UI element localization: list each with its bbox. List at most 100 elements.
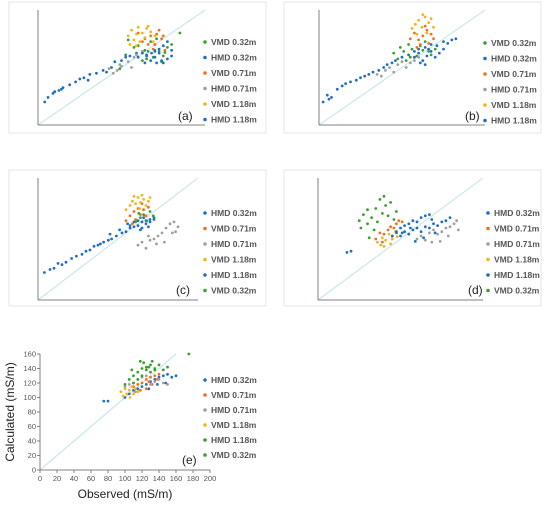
data-point bbox=[375, 73, 379, 76]
data-point bbox=[455, 219, 458, 223]
data-point bbox=[423, 225, 427, 229]
data-point bbox=[386, 214, 390, 218]
legend-marker bbox=[483, 41, 487, 45]
data-point bbox=[136, 370, 140, 374]
data-point bbox=[145, 27, 149, 30]
data-point bbox=[126, 60, 130, 64]
data-point bbox=[160, 231, 164, 235]
data-point bbox=[157, 363, 161, 367]
data-point bbox=[118, 67, 122, 71]
data-point bbox=[142, 208, 146, 212]
data-point bbox=[147, 199, 150, 203]
data-point bbox=[386, 228, 390, 232]
panel-tag: (e) bbox=[182, 453, 197, 467]
legend-label: VMD 0.32m bbox=[211, 37, 257, 47]
data-point bbox=[147, 205, 150, 209]
data-point bbox=[99, 242, 102, 246]
data-point bbox=[68, 83, 72, 87]
data-point bbox=[126, 38, 130, 42]
data-point bbox=[389, 242, 392, 246]
data-point bbox=[134, 220, 138, 224]
data-point bbox=[153, 374, 157, 378]
data-point bbox=[387, 232, 391, 236]
legend-label: HMD 1.18m bbox=[211, 115, 257, 125]
data-point bbox=[127, 388, 131, 392]
data-point bbox=[433, 47, 437, 51]
data-point bbox=[128, 214, 132, 218]
data-point bbox=[363, 74, 367, 78]
legend-marker bbox=[486, 226, 490, 231]
legend-marker bbox=[203, 40, 207, 44]
legend-label: VMD 0.32m bbox=[491, 38, 537, 48]
data-point bbox=[382, 232, 386, 236]
data-point bbox=[176, 225, 180, 229]
data-point bbox=[134, 202, 138, 205]
data-point bbox=[415, 46, 419, 49]
data-point bbox=[115, 234, 118, 238]
legend-label: HMD 0.71m bbox=[211, 84, 257, 94]
data-point bbox=[135, 44, 138, 48]
legend-marker bbox=[483, 87, 487, 92]
data-point bbox=[138, 388, 142, 392]
data-point bbox=[150, 359, 154, 363]
data-point bbox=[144, 365, 148, 369]
data-point bbox=[142, 213, 146, 216]
data-point bbox=[423, 46, 427, 49]
data-point bbox=[172, 220, 176, 224]
data-point bbox=[105, 70, 108, 74]
legend-marker bbox=[203, 273, 207, 277]
legend-marker bbox=[486, 288, 490, 293]
data-point bbox=[429, 53, 433, 57]
data-point bbox=[138, 359, 142, 363]
data-point bbox=[163, 240, 166, 244]
data-point bbox=[118, 63, 122, 66]
legend-label: HMD 0.32m bbox=[491, 54, 537, 64]
data-point bbox=[429, 50, 433, 53]
data-point bbox=[327, 97, 331, 101]
data-point bbox=[407, 43, 410, 46]
data-point bbox=[166, 383, 169, 386]
data-point bbox=[170, 48, 174, 52]
data-point bbox=[128, 204, 132, 207]
series-vmd-0-32m bbox=[134, 210, 155, 224]
legend-marker bbox=[203, 211, 207, 215]
y-tick-label: 120 bbox=[23, 379, 36, 388]
data-point bbox=[144, 368, 148, 372]
data-point bbox=[133, 387, 137, 391]
data-point bbox=[415, 32, 419, 36]
y-axis-title: Calculated (mS/m) bbox=[3, 362, 17, 461]
x-tick-label: 20 bbox=[53, 474, 61, 483]
data-point bbox=[151, 47, 155, 51]
data-point bbox=[378, 231, 382, 235]
data-point bbox=[372, 228, 376, 232]
legend-label: HMD 0.71m bbox=[494, 239, 540, 249]
data-point bbox=[130, 368, 134, 372]
data-point bbox=[427, 50, 430, 53]
data-point bbox=[417, 51, 420, 55]
data-point bbox=[161, 374, 165, 378]
data-point bbox=[88, 73, 92, 76]
data-point bbox=[144, 383, 148, 386]
data-point bbox=[151, 214, 155, 218]
data-point bbox=[382, 244, 386, 248]
panel-a-scatter: (a) VMD 0.32m HMD 0.32m VMD 0.71m HMD 0.71m V… bbox=[8, 1, 267, 134]
data-point bbox=[128, 43, 132, 46]
data-point bbox=[415, 237, 419, 241]
data-point bbox=[435, 44, 439, 48]
data-point bbox=[166, 46, 169, 49]
legend-marker bbox=[486, 242, 490, 246]
legend-marker bbox=[486, 273, 490, 277]
data-point bbox=[163, 51, 167, 54]
data-point bbox=[413, 23, 417, 26]
data-point bbox=[139, 216, 142, 219]
data-point bbox=[157, 375, 161, 379]
data-point bbox=[390, 237, 394, 241]
data-point bbox=[141, 59, 144, 62]
data-point bbox=[421, 34, 425, 38]
data-point bbox=[151, 40, 155, 43]
legend-marker bbox=[203, 393, 207, 397]
data-point bbox=[152, 237, 156, 241]
data-point bbox=[428, 231, 431, 235]
data-point bbox=[130, 28, 133, 32]
data-point bbox=[120, 231, 124, 235]
